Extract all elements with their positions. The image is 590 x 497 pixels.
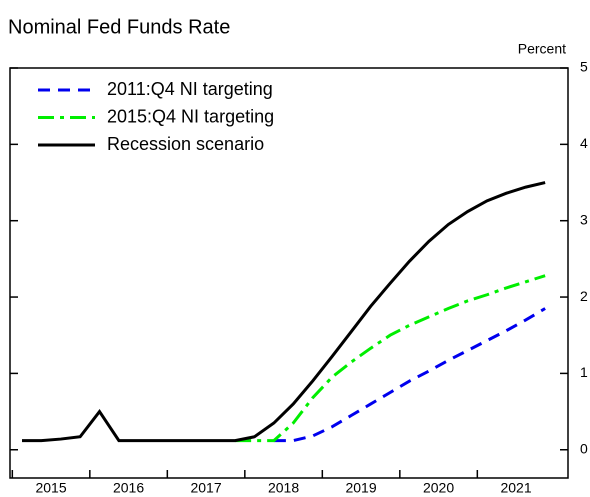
y-tick-label: 4 <box>580 135 588 151</box>
y-tick-label: 0 <box>580 440 588 456</box>
y-tick-label: 5 <box>580 59 588 75</box>
legend-label: 2011:Q4 NI targeting <box>107 79 273 99</box>
series-line <box>22 181 546 443</box>
chart-title: Nominal Fed Funds Rate <box>8 16 230 38</box>
x-tick-label: 2020 <box>423 480 454 496</box>
series-line <box>235 274 546 443</box>
y-tick-label: 1 <box>580 364 588 380</box>
plot-frame <box>9 67 569 479</box>
x-tick-label: 2018 <box>268 480 299 496</box>
legend-label: Recession scenario <box>107 134 264 154</box>
y-unit: Percent <box>518 41 566 57</box>
x-tick-label: 2016 <box>113 480 144 496</box>
x-tick-label: 2017 <box>190 480 221 496</box>
series-line <box>273 307 546 443</box>
x-tick-label: 2015 <box>35 480 66 496</box>
legend-label: 2015:Q4 NI targeting <box>107 106 274 126</box>
y-tick-label: 3 <box>580 211 588 227</box>
x-tick-label: 2019 <box>345 480 376 496</box>
y-tick-label: 2 <box>580 288 588 304</box>
x-tick-label: 2021 <box>500 480 531 496</box>
